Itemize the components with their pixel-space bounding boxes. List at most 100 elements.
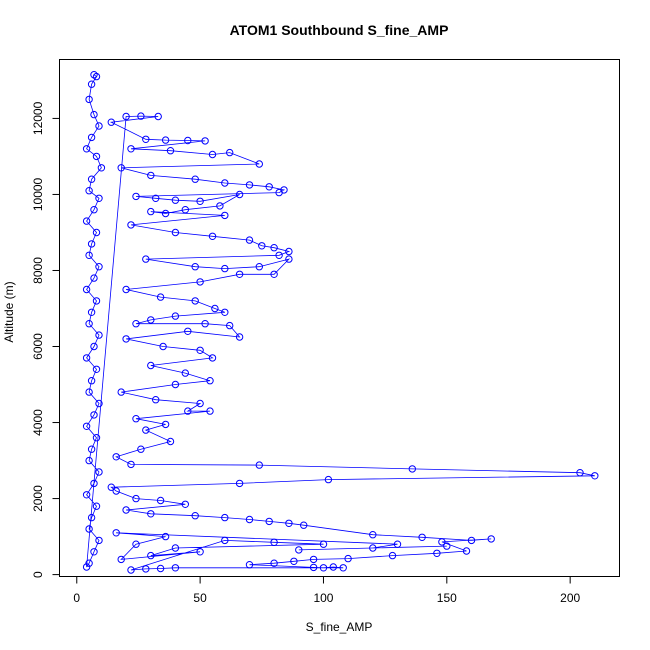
data-point <box>82 563 91 571</box>
data-point <box>235 270 244 278</box>
data-point <box>443 542 451 550</box>
x-tick-label: 200 <box>560 591 580 605</box>
data-point <box>275 251 283 260</box>
data-point <box>95 536 103 545</box>
data-point <box>344 554 352 563</box>
data-point <box>258 242 266 250</box>
data-point <box>90 274 98 282</box>
data-point <box>161 420 170 429</box>
data-point <box>171 228 180 237</box>
x-tick-label: 150 <box>437 591 457 605</box>
y-axis-label: Altitude (m) <box>2 281 16 342</box>
data-point <box>206 377 214 385</box>
data-point <box>270 244 278 252</box>
data-point <box>87 513 96 522</box>
data-point <box>339 564 347 572</box>
y-tick-label: 4000 <box>31 409 45 436</box>
data-point <box>285 255 293 263</box>
data-point <box>127 221 135 229</box>
data-point <box>95 399 103 408</box>
data-point <box>255 263 263 271</box>
x-axis: 0 50 100 150 200 <box>73 576 580 605</box>
data-point <box>265 183 273 191</box>
data-point <box>408 465 416 473</box>
y-tick-label: 6000 <box>31 333 45 360</box>
data-point <box>142 426 150 434</box>
data-point <box>208 232 217 241</box>
data-point <box>147 551 155 560</box>
data-point <box>92 152 101 161</box>
data-point <box>82 491 91 499</box>
data-point <box>433 549 441 557</box>
data-point <box>393 540 402 548</box>
data-point <box>85 95 93 104</box>
data-point <box>591 472 599 480</box>
data-point <box>285 247 293 256</box>
data-point <box>95 331 103 339</box>
x-axis-label: S_fine_AMP <box>306 620 373 634</box>
data-point <box>245 181 254 189</box>
data-point <box>156 496 165 505</box>
data-point <box>147 510 155 518</box>
data-point <box>191 263 199 271</box>
data-point <box>226 148 234 157</box>
data-point <box>154 112 162 121</box>
data-point <box>171 380 180 389</box>
data-point <box>87 377 96 385</box>
data-point <box>156 564 165 573</box>
data-point <box>191 175 199 183</box>
data-point <box>92 502 101 510</box>
data-point <box>462 547 471 555</box>
data-point <box>255 160 263 168</box>
data-point <box>166 437 175 446</box>
data-point <box>270 270 278 278</box>
data-point <box>270 559 278 567</box>
data-point <box>265 517 273 526</box>
y-tick-label: 10000 <box>31 177 45 211</box>
x-tick-label: 50 <box>193 591 207 605</box>
data-point <box>122 335 130 343</box>
data-point <box>295 546 303 554</box>
data-point <box>171 312 180 320</box>
data-point <box>161 209 170 218</box>
data-point <box>142 135 150 144</box>
data-point <box>87 80 96 88</box>
data-point <box>235 479 244 488</box>
data-point <box>85 525 93 533</box>
x-tick-label: 100 <box>313 591 333 605</box>
data-point <box>221 179 229 187</box>
data-point <box>216 202 224 210</box>
data-point <box>127 460 135 469</box>
data-point <box>226 321 234 330</box>
data-point <box>122 506 130 514</box>
data-point <box>82 354 91 362</box>
data-point <box>90 342 98 351</box>
data-point <box>112 487 120 495</box>
y-tick-label: 12000 <box>31 101 45 135</box>
data-point <box>92 228 101 237</box>
data-point <box>90 411 98 419</box>
data-point <box>235 333 244 341</box>
data-point <box>117 164 125 172</box>
data-point <box>82 145 91 153</box>
data-point <box>97 164 106 172</box>
data-point <box>245 236 254 244</box>
data-point <box>147 171 155 180</box>
data-point <box>132 494 140 503</box>
data-point <box>184 407 192 415</box>
data-point <box>221 308 229 316</box>
data-point <box>87 133 96 142</box>
data-point <box>319 540 328 548</box>
data-point <box>467 536 476 545</box>
data-point <box>85 559 93 567</box>
data-point <box>184 327 192 335</box>
data-point <box>161 136 170 144</box>
data-point <box>147 316 155 324</box>
y-tick-label: 2000 <box>31 485 45 512</box>
data-point <box>92 434 101 442</box>
data-point <box>388 551 397 560</box>
data-point <box>147 361 155 370</box>
data-point <box>255 461 263 469</box>
data-point <box>181 206 190 214</box>
